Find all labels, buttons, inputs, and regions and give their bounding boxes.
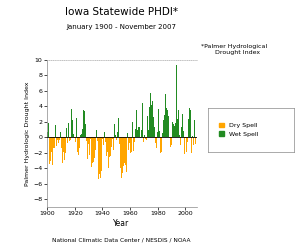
Text: January 1900 - November 2007: January 1900 - November 2007 — [67, 24, 176, 30]
Y-axis label: Palmer Hydrologic Drought Index: Palmer Hydrologic Drought Index — [25, 81, 30, 186]
Legend: Dry Spell, Wet Spell: Dry Spell, Wet Spell — [216, 120, 262, 140]
Text: National Climatic Data Center / NESDIS / NOAA: National Climatic Data Center / NESDIS /… — [52, 238, 191, 243]
Text: Iowa Statewide PHDI*: Iowa Statewide PHDI* — [65, 7, 178, 17]
X-axis label: Year: Year — [113, 219, 130, 228]
Text: *Palmer Hydrological
    Drought Index: *Palmer Hydrological Drought Index — [201, 44, 267, 55]
